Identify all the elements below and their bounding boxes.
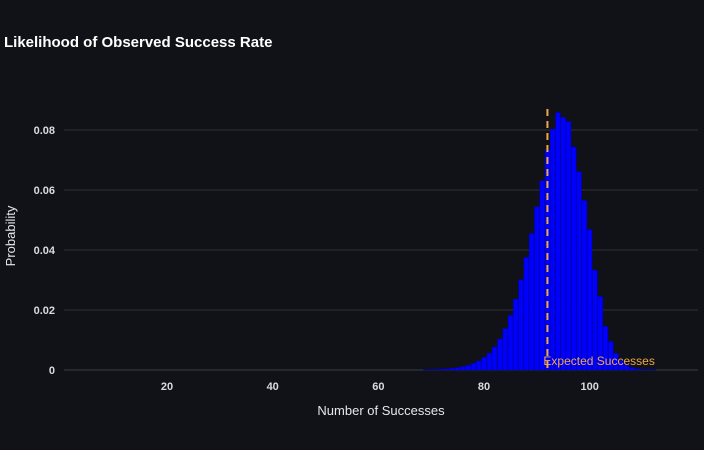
- bar: [639, 369, 646, 371]
- bar: [518, 279, 524, 371]
- y-tick-label: 0.02: [34, 305, 55, 317]
- bar: [550, 128, 556, 371]
- bar: [602, 326, 609, 371]
- bar: [460, 366, 466, 371]
- bar: [624, 364, 630, 371]
- expected-annotation: Expected Successes: [543, 354, 654, 368]
- bar: [528, 233, 535, 371]
- y-axis-title: Probability: [3, 205, 18, 266]
- bar: [497, 338, 503, 371]
- bar: [634, 368, 640, 371]
- bar: [608, 341, 614, 371]
- ticks-layer: 0 0.02 0.04 0.06 0.08 20 40 60 80 100: [34, 125, 599, 393]
- bar: [470, 363, 477, 371]
- bar: [592, 269, 598, 371]
- bar: [454, 367, 461, 371]
- x-tick-label: 100: [581, 381, 599, 393]
- y-tick-label: 0.04: [34, 245, 56, 257]
- bar: [507, 315, 514, 371]
- x-tick-label: 60: [372, 381, 384, 393]
- annotation-layer: Expected Successes: [543, 109, 655, 370]
- bars-layer: [423, 112, 656, 371]
- bar: [476, 360, 482, 371]
- bar: [571, 146, 577, 371]
- y-tick-label: 0.08: [34, 125, 55, 137]
- bar: [534, 206, 540, 371]
- bar: [523, 257, 529, 371]
- x-tick-label: 80: [478, 381, 490, 393]
- bar: [597, 296, 603, 371]
- bar: [465, 365, 471, 371]
- bar: [581, 200, 588, 371]
- bar: [513, 298, 519, 371]
- bar: [486, 352, 492, 371]
- bar: [439, 368, 445, 371]
- bar: [618, 360, 625, 371]
- bar: [444, 368, 450, 371]
- bar: [576, 171, 582, 371]
- chart-title: Likelihood of Observed Success Rate: [4, 34, 273, 51]
- bar: [565, 121, 572, 371]
- bar: [433, 369, 440, 371]
- bar: [539, 180, 545, 371]
- bar: [613, 353, 619, 371]
- bar: [560, 117, 566, 371]
- x-tick-label: 20: [161, 381, 173, 393]
- bar: [587, 229, 593, 371]
- y-tick-label: 0: [49, 365, 55, 377]
- x-axis-title: Number of Successes: [317, 403, 445, 418]
- x-tick-label: 40: [267, 381, 279, 393]
- bar: [629, 367, 635, 371]
- bar: [555, 112, 561, 371]
- bar: [481, 357, 487, 371]
- bar: [491, 346, 498, 371]
- y-tick-label: 0.06: [34, 185, 55, 197]
- bar: [449, 367, 455, 371]
- bar: [502, 328, 508, 371]
